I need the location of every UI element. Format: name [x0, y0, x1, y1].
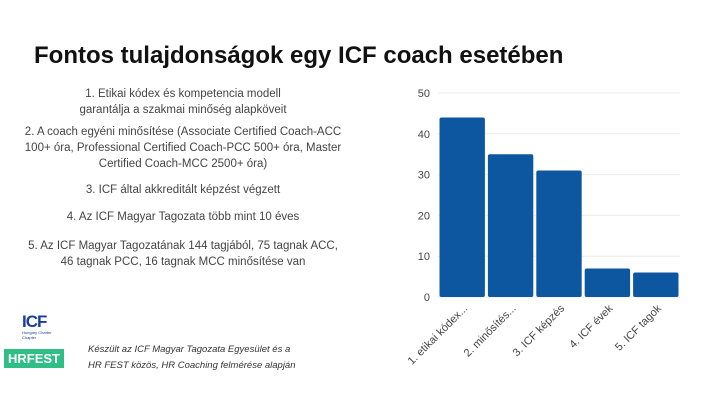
hrfest-logo: HRFEST [4, 349, 64, 368]
credit-note: Készült az ICF Magyar Tagozata Egyesület… [88, 342, 296, 374]
feature-item-line: 5. Az ICF Magyar Tagozatának 144 tagjábó… [28, 240, 338, 252]
x-tick-label: 5. ICF tagok [613, 302, 664, 353]
bar [439, 117, 485, 297]
x-tick-label: 4. ICF évek [567, 302, 616, 351]
page-title: Fontos tulajdonságok egy ICF coach eseté… [34, 42, 564, 69]
y-tick-label: 30 [418, 170, 430, 182]
credit-line: Készült az ICF Magyar Tagozata Egyesület… [88, 344, 291, 355]
feature-item: 3. ICF által akkreditált képzést végzett [8, 182, 358, 198]
feature-item-line: 2. A coach egyéni minősítése (Associate … [24, 126, 342, 138]
bar [633, 272, 679, 297]
icf-logo-subtitle: Hungary Charter Chapter [22, 330, 52, 340]
feature-item-line: 4. Az ICF Magyar Tagozata több mint 10 é… [66, 211, 300, 223]
x-tick-label: 3. ICF képzés [511, 302, 568, 359]
x-tick-label: 1. etikai kódex... [406, 303, 471, 368]
y-tick-label: 50 [418, 88, 430, 100]
bar [487, 154, 534, 297]
feature-item-line: 1. Etikai kódex és kompetencia modell [85, 88, 281, 100]
feature-item: 5. Az ICF Magyar Tagozatának 144 tagjábó… [8, 238, 358, 270]
y-tick-label: 0 [424, 292, 430, 304]
y-tick-label: 40 [418, 129, 430, 141]
feature-item-line: 100+ óra, Professional Certified Coach-P… [24, 142, 342, 154]
icf-logo: ICF Hungary Charter Chapter [22, 313, 58, 340]
feature-item-line: Certified Coach-MCC 2500+ óra) [98, 158, 268, 170]
feature-item: 1. Etikai kódex és kompetencia modell gar… [8, 86, 358, 118]
bar [536, 170, 582, 297]
feature-item: 2. A coach egyéni minősítése (Associate … [8, 124, 358, 172]
feature-item-line: 3. ICF által akkreditált képzést végzett [85, 184, 281, 196]
icf-logo-text: ICF [22, 312, 47, 331]
bar [584, 268, 631, 297]
feature-item-line: 46 tagnak PCC, 16 tagnak MCC minősítése … [60, 256, 306, 268]
y-tick-label: 20 [418, 210, 430, 222]
credit-line: HR FEST közös, HR Coaching felmérése ala… [88, 360, 296, 371]
feature-item-line: garantálja a szakmai minőség alapköveit [79, 104, 287, 116]
y-tick-label: 10 [418, 251, 430, 263]
feature-item: 4. Az ICF Magyar Tagozata több mint 10 é… [8, 209, 358, 225]
